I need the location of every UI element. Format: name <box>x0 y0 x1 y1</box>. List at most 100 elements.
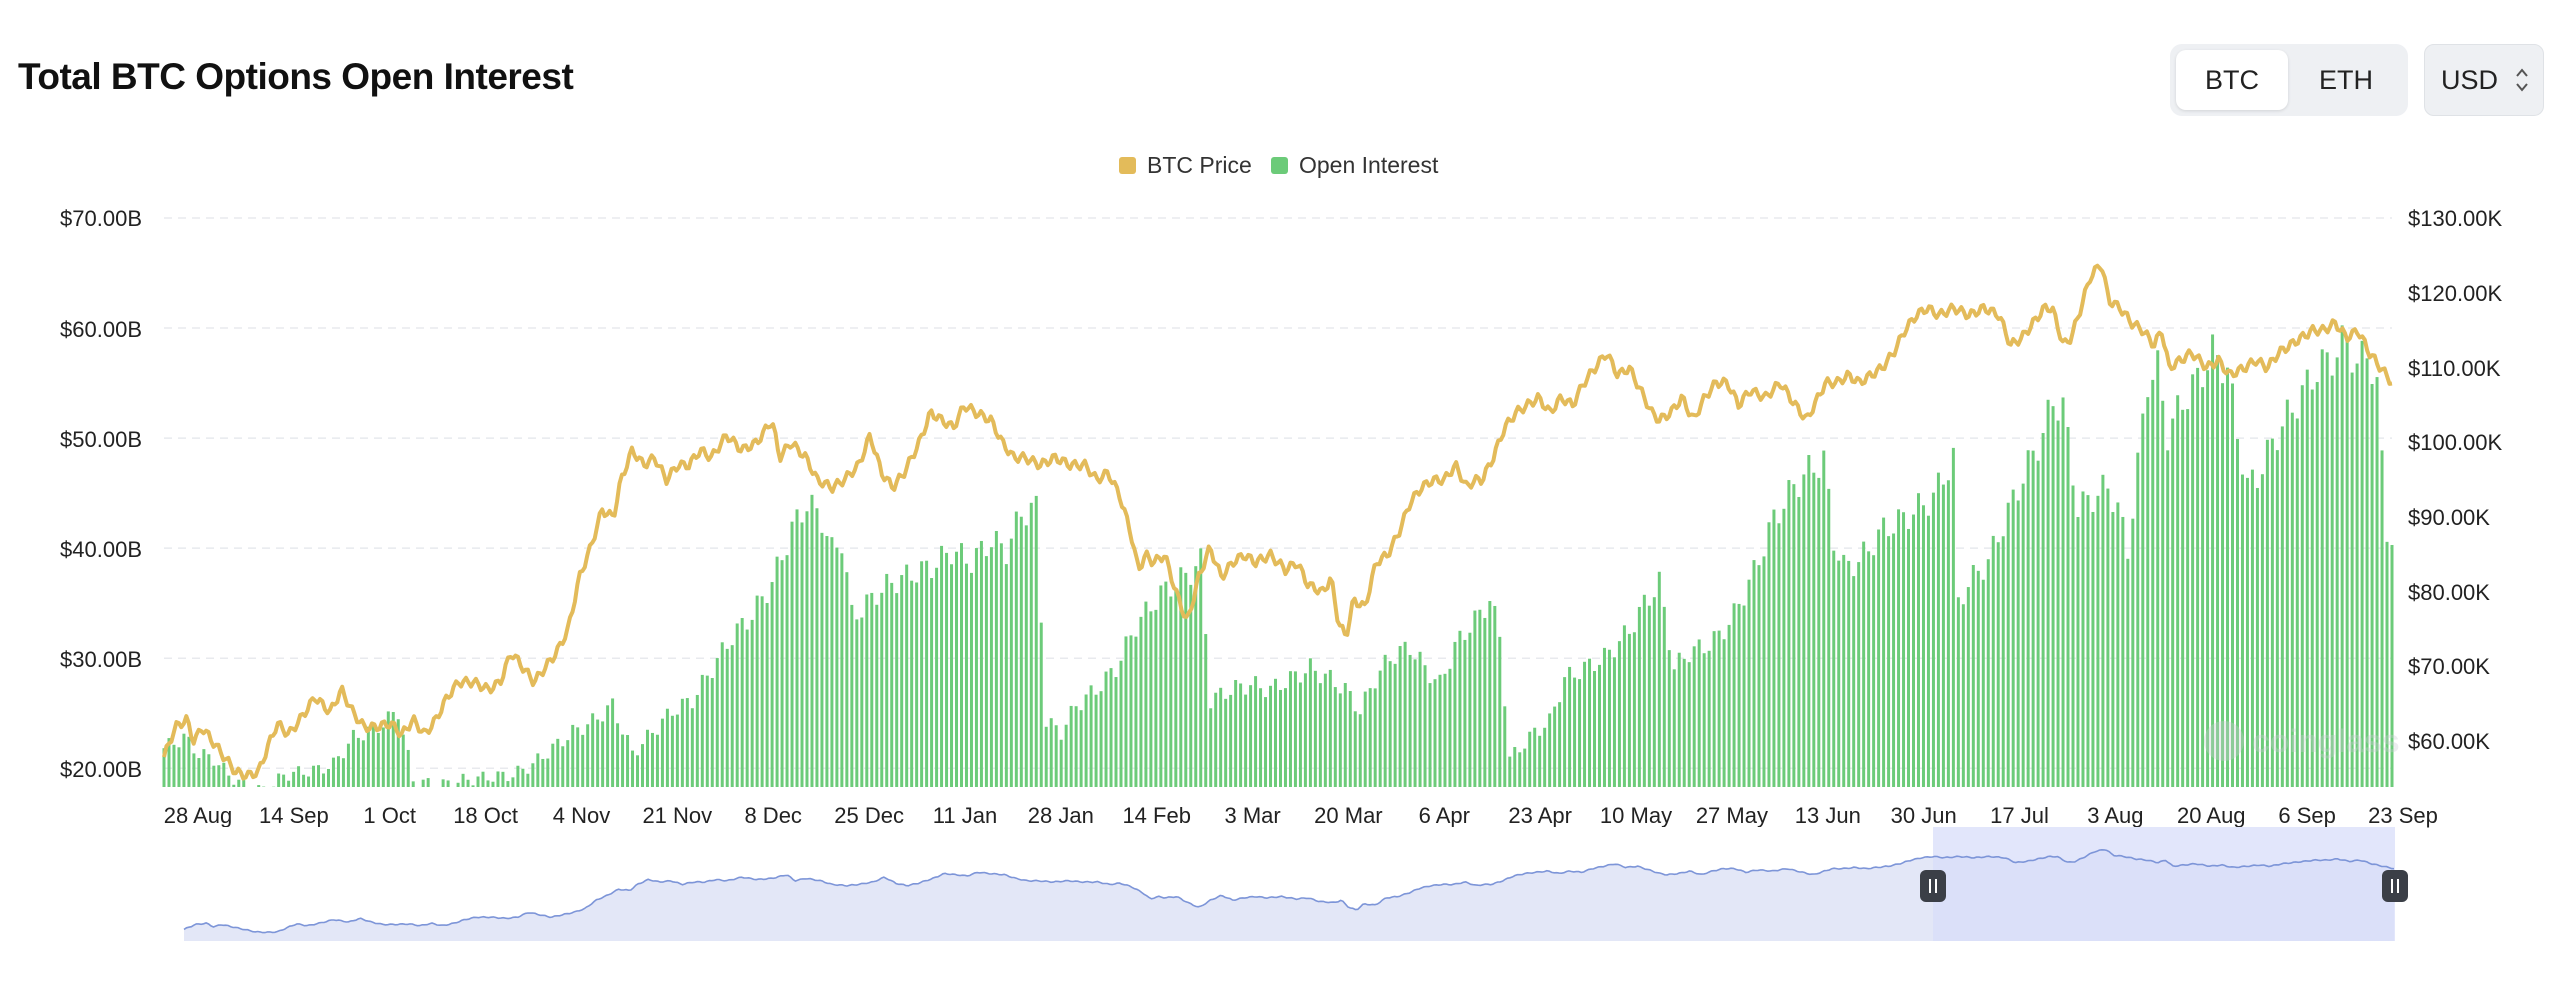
oi-bar[interactable] <box>675 714 679 787</box>
oi-bar[interactable] <box>1059 739 1063 787</box>
oi-bar[interactable] <box>257 785 261 787</box>
oi-bar[interactable] <box>2355 363 2359 787</box>
oi-bar[interactable] <box>1966 587 1970 787</box>
oi-bar[interactable] <box>1009 538 1013 787</box>
oi-bar[interactable] <box>1767 522 1771 787</box>
oi-bar[interactable] <box>1044 726 1048 787</box>
oi-bar[interactable] <box>571 724 575 787</box>
oi-bar[interactable] <box>830 537 834 787</box>
oi-bar[interactable] <box>217 765 221 787</box>
oi-bar[interactable] <box>386 711 390 787</box>
oi-bar[interactable] <box>1722 639 1726 787</box>
oi-bar[interactable] <box>1029 502 1033 787</box>
oi-bar[interactable] <box>2196 367 2200 787</box>
oi-bar[interactable] <box>720 642 724 787</box>
oi-bar[interactable] <box>1114 677 1118 787</box>
oi-bar[interactable] <box>1518 752 1522 787</box>
oi-bar[interactable] <box>1712 631 1716 787</box>
oi-bar[interactable] <box>1293 671 1297 787</box>
oi-bar[interactable] <box>2255 487 2259 787</box>
oi-bar[interactable] <box>596 719 600 787</box>
oi-bar[interactable] <box>1458 630 1462 787</box>
oi-bar[interactable] <box>2106 488 2110 787</box>
oi-bar[interactable] <box>2166 450 2170 787</box>
oi-bar[interactable] <box>2051 406 2055 787</box>
oi-bar[interactable] <box>511 777 515 787</box>
oi-bar[interactable] <box>1039 622 1043 787</box>
oi-bar[interactable] <box>835 547 839 787</box>
oi-bar[interactable] <box>1727 624 1731 787</box>
oi-bar[interactable] <box>825 536 829 787</box>
oi-bar[interactable] <box>521 768 525 787</box>
oi-bar[interactable] <box>1583 661 1587 787</box>
oi-bar[interactable] <box>1468 632 1472 787</box>
oi-bar[interactable] <box>237 779 241 787</box>
oi-bar[interactable] <box>202 749 206 787</box>
oi-bar[interactable] <box>2186 409 2190 787</box>
oi-bar[interactable] <box>1373 688 1377 787</box>
oi-bar[interactable] <box>2320 349 2324 787</box>
oi-bar[interactable] <box>2201 387 2205 787</box>
oi-bar[interactable] <box>1593 671 1596 787</box>
oi-bar[interactable] <box>307 776 311 787</box>
oi-bar[interactable] <box>2216 355 2220 787</box>
oi-bar[interactable] <box>755 595 759 787</box>
oi-bar[interactable] <box>1019 516 1023 787</box>
oi-bar[interactable] <box>222 762 226 787</box>
oi-bar[interactable] <box>1897 509 1901 787</box>
oi-bar[interactable] <box>1702 653 1706 787</box>
oi-bar[interactable] <box>930 578 934 787</box>
oi-bar[interactable] <box>2066 427 2070 787</box>
oi-bar[interactable] <box>1169 596 1173 787</box>
oi-bar[interactable] <box>282 774 286 787</box>
oi-bar[interactable] <box>790 521 794 787</box>
oi-bar[interactable] <box>645 729 649 787</box>
oi-bar[interactable] <box>1757 565 1761 787</box>
oi-bar[interactable] <box>1209 708 1213 787</box>
oi-bar[interactable] <box>665 708 669 787</box>
oi-bar[interactable] <box>845 572 849 787</box>
oi-bar[interactable] <box>2006 502 2010 787</box>
oi-bar[interactable] <box>705 675 709 787</box>
oi-bar[interactable] <box>1423 665 1427 787</box>
oi-bar[interactable] <box>1448 668 1452 787</box>
oi-bar[interactable] <box>999 543 1003 787</box>
oi-bar[interactable] <box>1453 641 1457 787</box>
oi-bar[interactable] <box>466 779 470 787</box>
oi-bar[interactable] <box>1139 616 1143 787</box>
oi-bar[interactable] <box>1747 579 1751 787</box>
currency-select[interactable]: USD <box>2424 44 2544 116</box>
oi-bar[interactable] <box>1976 570 1980 787</box>
oi-bar[interactable] <box>1837 560 1841 787</box>
oi-bar[interactable] <box>1672 669 1676 787</box>
oi-bar[interactable] <box>1274 678 1277 787</box>
navigator-handle-right[interactable] <box>2382 870 2408 902</box>
oi-bar[interactable] <box>2071 485 2075 788</box>
oi-bar[interactable] <box>1498 636 1502 787</box>
oi-bar[interactable] <box>875 604 879 787</box>
oi-bar[interactable] <box>1194 566 1198 787</box>
oi-bar[interactable] <box>1986 559 1990 787</box>
oi-bar[interactable] <box>192 753 196 787</box>
oi-bar[interactable] <box>551 743 555 787</box>
oi-bar[interactable] <box>297 766 301 787</box>
oi-bar[interactable] <box>1553 706 1557 787</box>
oi-bar[interactable] <box>331 757 335 787</box>
oi-bar[interactable] <box>1807 455 1811 787</box>
oi-bar[interactable] <box>2021 483 2025 787</box>
oi-bar[interactable] <box>670 715 674 787</box>
oi-bar[interactable] <box>1333 687 1337 787</box>
oi-bar[interactable] <box>177 747 181 787</box>
oi-bar[interactable] <box>1533 727 1537 787</box>
oi-bar[interactable] <box>1687 662 1691 787</box>
oi-bar[interactable] <box>900 575 904 787</box>
oi-bar[interactable] <box>1892 533 1896 787</box>
oi-bar[interactable] <box>317 765 321 787</box>
oi-bar[interactable] <box>1049 718 1053 787</box>
oi-bar[interactable] <box>2171 418 2175 787</box>
oi-bar[interactable] <box>2161 400 2165 787</box>
oi-bar[interactable] <box>1707 650 1711 787</box>
oi-bar[interactable] <box>526 773 530 787</box>
oi-bar[interactable] <box>302 774 306 787</box>
oi-bar[interactable] <box>2390 544 2394 787</box>
